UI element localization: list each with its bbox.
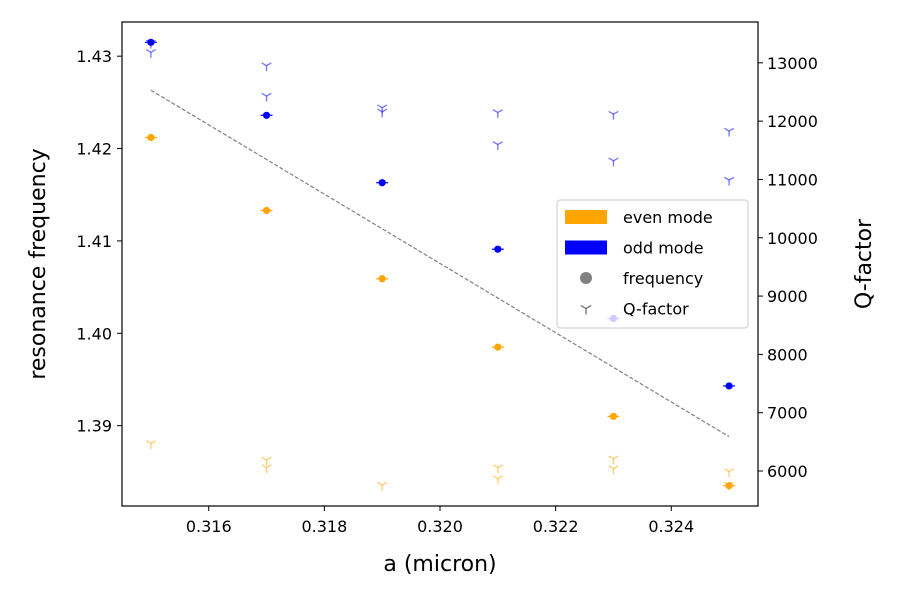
frequency-point-even-mode bbox=[376, 275, 389, 283]
left-tick-label: 1.39 bbox=[76, 417, 112, 436]
legend-swatch bbox=[580, 304, 592, 315]
frequency-point-odd-mode bbox=[144, 38, 157, 46]
q-factor-point-even-mode bbox=[608, 455, 619, 465]
q-factor-point-even-mode bbox=[261, 456, 272, 466]
left-axis-title: resonance frequency bbox=[26, 148, 51, 379]
legend-entry-Q-factor: Q-factor bbox=[580, 300, 689, 319]
legend-label: even mode bbox=[623, 208, 713, 227]
q-factor-point-even-mode bbox=[724, 468, 735, 478]
x-tick-label: 0.324 bbox=[648, 517, 694, 536]
frequency-point-even-mode bbox=[491, 343, 504, 351]
x-tick-label: 0.316 bbox=[186, 517, 232, 536]
x-axis-ticks: 0.316 0.318 0.320 0.322 0.324 bbox=[186, 506, 694, 536]
q-factor-point-odd-mode bbox=[608, 110, 619, 120]
q-factor-point-odd-mode bbox=[724, 176, 735, 186]
frequency-point-even-mode bbox=[144, 133, 157, 142]
left-tick-label: 1.40 bbox=[76, 324, 112, 343]
left-tick-label: 1.41 bbox=[76, 232, 112, 251]
right-tick-label: 12000 bbox=[767, 112, 818, 131]
legend: even mode odd mode frequency Q-factor bbox=[556, 199, 749, 329]
q-factor-point-odd-mode bbox=[492, 141, 503, 150]
q-factor-point-odd-mode bbox=[261, 92, 272, 102]
right-tick-label: 7000 bbox=[767, 404, 808, 423]
frequency-point-odd-mode bbox=[260, 111, 273, 119]
right-tick-label: 8000 bbox=[767, 345, 808, 364]
legend-label: odd mode bbox=[623, 239, 704, 258]
q-factor-point-even-mode bbox=[492, 475, 503, 485]
legend-swatch bbox=[565, 240, 607, 255]
right-tick-label: 6000 bbox=[767, 462, 808, 481]
x-tick-label: 0.322 bbox=[533, 517, 579, 536]
trend-line bbox=[150, 89, 730, 438]
legend-entry-even-mode: even mode bbox=[565, 208, 713, 227]
left-axis-ticks: 1.39 1.40 1.41 1.42 1.43 bbox=[76, 47, 122, 436]
x-tick-label: 0.318 bbox=[301, 517, 347, 536]
legend-entry-frequency: frequency bbox=[580, 269, 703, 288]
q-factor-point-odd-mode bbox=[377, 108, 388, 118]
q-factor-point-odd-mode bbox=[492, 109, 503, 118]
left-tick-label: 1.43 bbox=[76, 47, 112, 66]
legend-swatch bbox=[580, 272, 592, 284]
frequency-point-even-mode bbox=[260, 206, 273, 215]
q-factor-point-odd-mode bbox=[261, 62, 272, 72]
frequency-point-odd-mode bbox=[491, 245, 504, 253]
frequency-point-even-mode bbox=[723, 482, 736, 490]
legend-entries: even mode odd mode frequency Q-factor bbox=[565, 208, 713, 319]
legend-label: Q-factor bbox=[623, 300, 689, 319]
frequency-point-odd-mode bbox=[723, 382, 736, 390]
right-tick-label: 9000 bbox=[767, 287, 808, 306]
frequency-point-odd-mode bbox=[376, 179, 389, 187]
q-factor-point-even-mode bbox=[492, 464, 503, 474]
legend-label: frequency bbox=[623, 269, 703, 288]
q-factor-point-even-mode bbox=[377, 481, 388, 491]
right-tick-label: 11000 bbox=[767, 170, 818, 189]
right-axis-title: Q-factor bbox=[852, 218, 877, 309]
x-axis-title: a (micron) bbox=[383, 552, 496, 577]
legend-box bbox=[556, 199, 749, 329]
frequency-point-even-mode bbox=[607, 412, 620, 421]
q-factor-point-even-mode bbox=[261, 464, 272, 474]
left-tick-label: 1.42 bbox=[76, 140, 112, 159]
trend-line-layer bbox=[150, 89, 730, 438]
q-factor-point-odd-mode bbox=[145, 49, 156, 58]
q-factor-point-even-mode bbox=[608, 465, 619, 475]
right-axis-ticks: 6000 7000 8000 9000 10000 11000 12000 13000 bbox=[758, 54, 818, 481]
x-tick-label: 0.320 bbox=[417, 517, 463, 536]
q-factor-markers bbox=[145, 39, 735, 491]
q-factor-point-odd-mode bbox=[608, 157, 619, 167]
right-tick-label: 13000 bbox=[767, 54, 818, 73]
right-tick-label: 10000 bbox=[767, 229, 818, 248]
legend-swatch bbox=[565, 210, 607, 224]
legend-entry-odd-mode: odd mode bbox=[565, 239, 704, 258]
q-factor-point-odd-mode bbox=[724, 127, 735, 137]
q-factor-point-even-mode bbox=[145, 440, 156, 450]
